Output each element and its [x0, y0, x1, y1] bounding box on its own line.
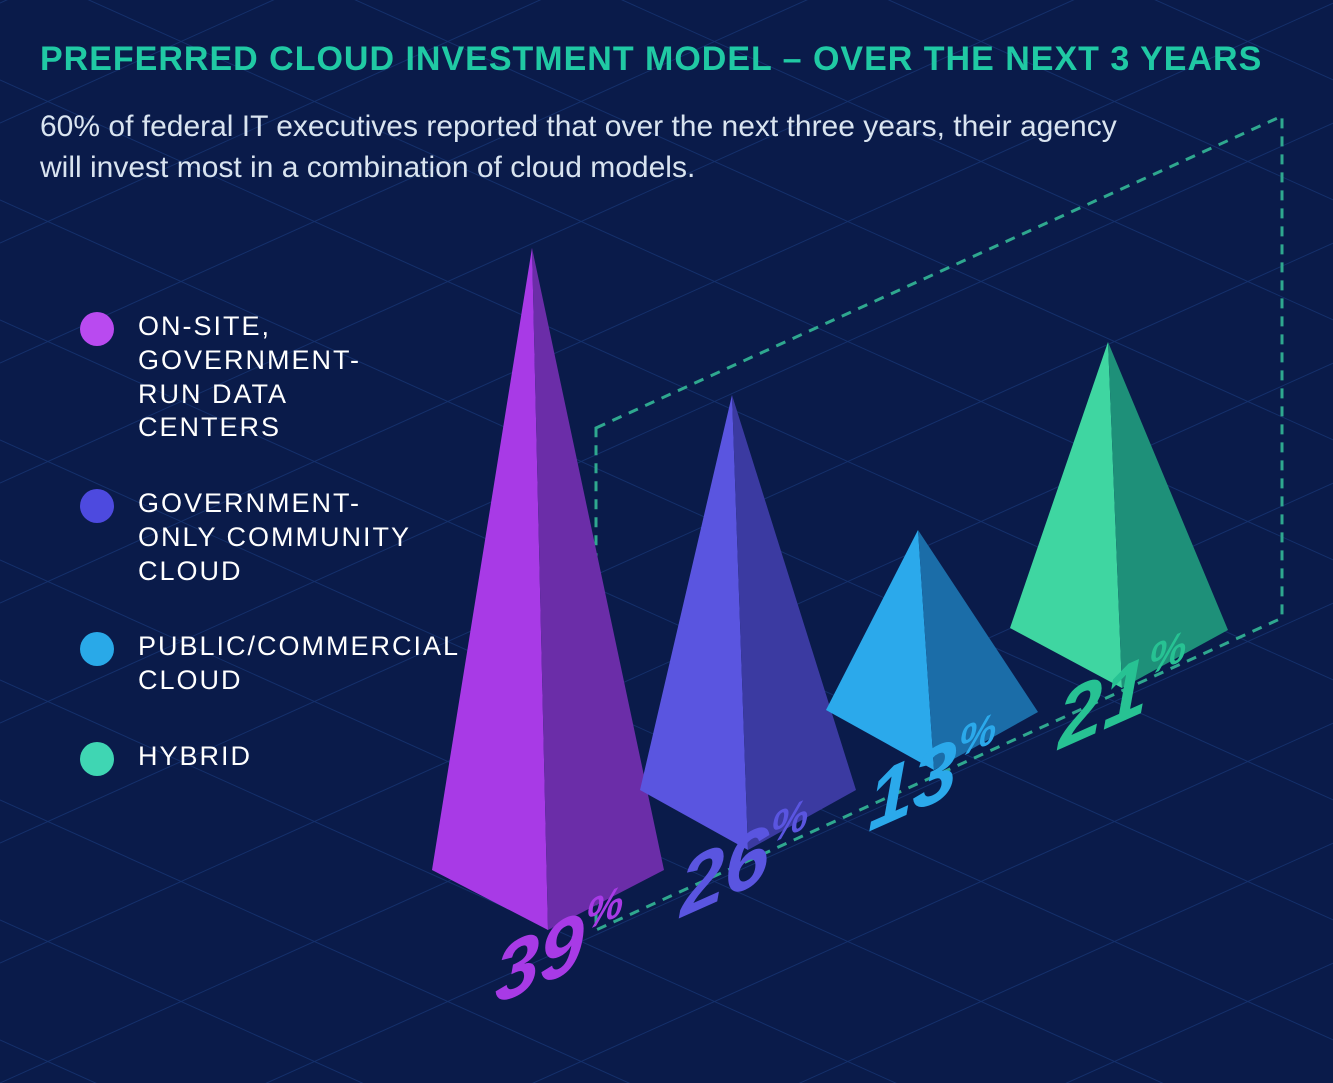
legend-dot-icon [80, 489, 114, 523]
legend-item: HYBRID [80, 740, 418, 776]
legend-label: ON-SITE, GOVERNMENT-RUN DATA CENTERS [138, 310, 418, 445]
legend: ON-SITE, GOVERNMENT-RUN DATA CENTERS GOV… [80, 310, 418, 818]
pyramids [432, 248, 1228, 930]
pyramid-face-left [1010, 342, 1122, 688]
infographic-canvas: PREFERRED CLOUD INVESTMENT MODEL – OVER … [0, 0, 1333, 1083]
pyramid-face-right [532, 248, 664, 930]
legend-item: PUBLIC/COMMERCIAL CLOUD [80, 630, 418, 698]
pyramid-face-left [826, 530, 934, 770]
pyramid-face-left [432, 248, 548, 930]
pyramid-face-left [640, 395, 748, 850]
legend-item: ON-SITE, GOVERNMENT-RUN DATA CENTERS [80, 310, 418, 445]
legend-label: PUBLIC/COMMERCIAL CLOUD [138, 630, 418, 698]
legend-dot-icon [80, 742, 114, 776]
legend-dot-icon [80, 312, 114, 346]
legend-label: GOVERNMENT-ONLY COMMUNITY CLOUD [138, 487, 418, 588]
legend-item: GOVERNMENT-ONLY COMMUNITY CLOUD [80, 487, 418, 588]
pyramid-face-right [732, 395, 856, 850]
legend-dot-icon [80, 632, 114, 666]
legend-label: HYBRID [138, 740, 252, 774]
